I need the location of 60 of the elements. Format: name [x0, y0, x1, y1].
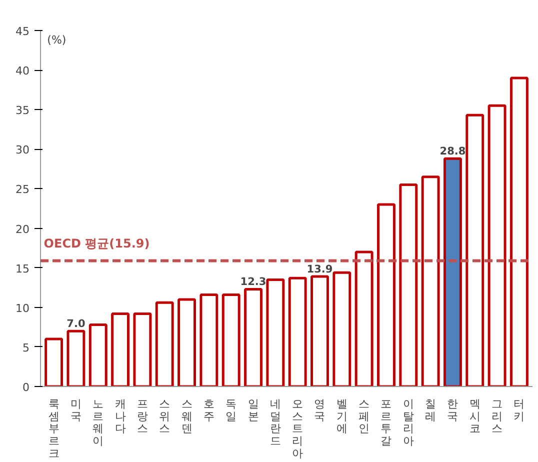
y-tick-label: 10 — [16, 302, 30, 315]
x-tick-label: 네덜란드 — [270, 398, 281, 448]
ref-line-label: OECD 평균(15.9) — [44, 236, 150, 251]
x-tick-label: 그리스 — [492, 398, 503, 436]
x-tick-label: 벨기에 — [336, 398, 348, 436]
bar — [466, 114, 484, 386]
x-tick-label: 호주 — [203, 398, 214, 423]
x-tick-label: 룩셈부르크 — [48, 398, 60, 460]
bar — [421, 176, 440, 386]
data-label: 7.0 — [66, 318, 86, 330]
y-tick-label: 25 — [16, 183, 30, 196]
bar — [488, 104, 506, 386]
data-label: 28.8 — [440, 146, 466, 158]
x-tick-label: 이탈리아 — [402, 398, 414, 448]
y-tick-label: 45 — [16, 25, 30, 38]
bar — [44, 338, 64, 386]
x-tick-label: 독일 — [226, 398, 237, 423]
bar — [88, 324, 108, 386]
x-tick-label: 오스트리아 — [292, 398, 304, 460]
annotation: (%) — [47, 34, 66, 46]
bar — [377, 203, 396, 386]
bar — [288, 276, 307, 386]
bar — [266, 278, 285, 386]
y-tick-label: 20 — [16, 222, 30, 236]
y-tick-label: 30 — [16, 144, 30, 157]
x-tick-label: 영국 — [314, 398, 326, 423]
bar — [354, 250, 374, 386]
y-tick-label: 35 — [16, 104, 30, 118]
data-label: 12.3 — [240, 276, 266, 288]
bar — [222, 293, 240, 386]
bar — [178, 298, 196, 386]
x-tick-label: 프랑스 — [136, 398, 148, 436]
bar — [399, 184, 418, 386]
y-tick-label: 0 — [22, 381, 30, 394]
x-tick-label: 노르웨이 — [92, 398, 104, 448]
x-tick-label: 한국 — [447, 398, 458, 423]
bar — [200, 293, 218, 386]
bar — [310, 275, 329, 386]
y-tick-label: 40 — [16, 64, 30, 78]
bar — [133, 312, 152, 386]
bar — [510, 76, 528, 386]
bar — [155, 301, 174, 386]
y-tick-label: 15 — [16, 262, 30, 276]
x-tick-label: 미국 — [70, 398, 82, 423]
bar — [66, 330, 86, 386]
y-tick-label: 5 — [22, 341, 30, 354]
bar — [111, 312, 130, 386]
x-tick-label: 스위스 — [159, 398, 170, 436]
x-tick-label: 포르투갈 — [380, 398, 392, 448]
x-tick-label: 캐나다 — [114, 398, 126, 436]
bar — [443, 157, 462, 386]
x-tick-label: 멕시코 — [469, 398, 480, 436]
x-tick-label: 스페인 — [358, 398, 370, 436]
data-label: 13.9 — [306, 264, 333, 276]
bar — [244, 288, 262, 386]
x-tick-label: 터키 — [514, 398, 525, 423]
x-tick-label: 칠레 — [425, 398, 436, 423]
x-tick-label: 스웨덴 — [181, 398, 192, 436]
bar — [332, 271, 352, 386]
x-tick-label: 일본 — [248, 398, 259, 423]
